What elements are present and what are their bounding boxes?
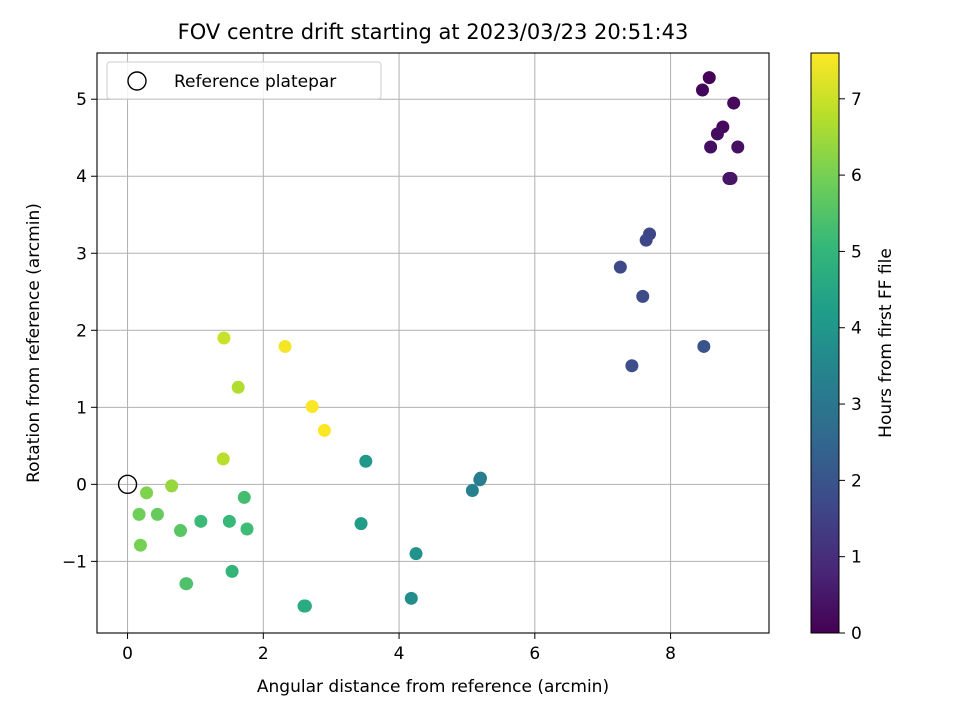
data-point: [639, 233, 653, 247]
data-point: [231, 380, 245, 394]
data-point: [731, 140, 745, 154]
data-point: [240, 522, 254, 536]
colorbar-tick-label: 3: [851, 395, 862, 415]
data-point: [704, 140, 718, 154]
y-tick-label: 5: [76, 90, 87, 110]
data-point: [225, 564, 239, 578]
data-point: [217, 331, 231, 345]
data-point: [465, 484, 479, 498]
data-point: [216, 452, 230, 466]
chart-title: FOV centre drift starting at 2023/03/23 …: [178, 20, 689, 44]
data-point: [710, 127, 724, 141]
data-point: [636, 289, 650, 303]
data-point: [317, 423, 331, 437]
x-tick-label: 2: [258, 644, 269, 664]
data-point: [179, 577, 193, 591]
colorbar: [810, 52, 840, 634]
x-tick-label: 0: [122, 644, 133, 664]
x-axis-label: Angular distance from reference (arcmin): [257, 677, 609, 697]
data-point: [165, 479, 179, 493]
data-point: [724, 172, 738, 186]
legend-box: [106, 61, 382, 100]
data-points: [132, 71, 745, 613]
data-point: [695, 83, 709, 97]
data-point: [359, 454, 373, 468]
data-point: [473, 473, 487, 487]
y-tick-label: 2: [76, 321, 87, 341]
y-axis-ticks: −1 0 1 2 3 4 5: [62, 90, 97, 572]
data-point: [132, 507, 146, 521]
reference-platepar-marker: [117, 474, 138, 495]
colorbar-tick-label: 2: [851, 471, 862, 491]
x-axis-ticks: 0 2 4 6 8: [122, 633, 676, 664]
colorbar-tick-label: 0: [851, 624, 862, 644]
data-point: [354, 517, 368, 531]
x-tick-label: 8: [665, 644, 676, 664]
data-point: [194, 514, 208, 528]
plot-frame: [96, 52, 770, 634]
data-point: [613, 260, 627, 274]
y-tick-label: 3: [76, 244, 87, 264]
colorbar-tick-label: 7: [851, 90, 862, 110]
colorbar-label: Hours from first FF file: [876, 248, 896, 438]
legend: Reference platepar: [106, 61, 382, 100]
x-tick-label: 6: [529, 644, 540, 664]
colorbar-tick-label: 6: [851, 166, 862, 186]
data-point: [150, 507, 164, 521]
grid-lines: [97, 53, 769, 633]
y-tick-label: 1: [76, 398, 87, 418]
colorbar-tick-label: 1: [851, 548, 862, 568]
x-tick-label: 4: [394, 644, 405, 664]
colorbar-tick-label: 5: [851, 242, 862, 262]
data-point: [702, 71, 716, 85]
data-point: [298, 599, 312, 613]
y-axis-label: Rotation from reference (arcmin): [24, 203, 44, 483]
data-point: [237, 490, 251, 504]
data-point: [305, 400, 319, 414]
data-point: [404, 591, 418, 605]
data-point: [133, 538, 147, 552]
data-point: [278, 339, 292, 353]
data-point: [222, 514, 236, 528]
data-point: [173, 524, 187, 538]
legend-label: Reference platepar: [174, 72, 336, 92]
data-point: [727, 96, 741, 110]
y-tick-label: −1: [62, 552, 87, 572]
data-point: [625, 359, 639, 373]
legend-marker: [127, 71, 147, 91]
colorbar-ticks: 0 1 2 3 4 5 6 7: [839, 90, 862, 644]
y-tick-label: 4: [76, 167, 87, 187]
data-point: [409, 547, 423, 561]
y-tick-label: 0: [76, 475, 87, 495]
data-point: [697, 339, 711, 353]
colorbar-tick-label: 4: [851, 319, 862, 339]
data-point: [140, 486, 154, 500]
